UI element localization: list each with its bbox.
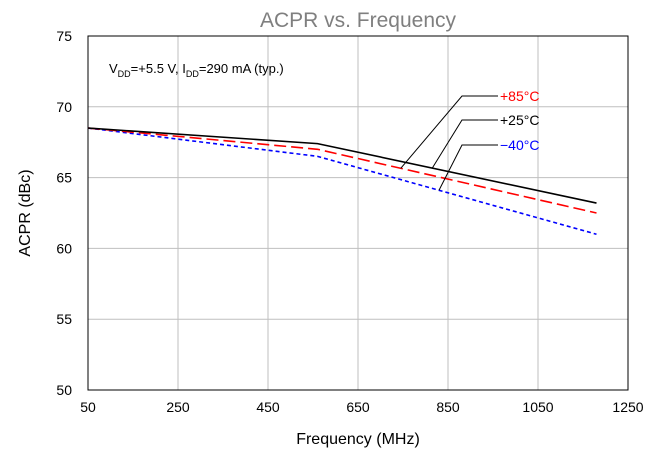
x-tick-label: 250 bbox=[166, 399, 190, 415]
series-line bbox=[87, 127, 597, 204]
annot-sub1: DD bbox=[118, 69, 131, 79]
annot-mid: =+5.5 V, I bbox=[131, 61, 186, 76]
x-tick-label: 850 bbox=[436, 399, 460, 415]
annot-suffix: =290 mA (typ.) bbox=[199, 61, 284, 76]
x-axis-label: Frequency (MHz) bbox=[296, 431, 420, 448]
legend: +85°C +25°C −40°C bbox=[400, 88, 539, 191]
y-tick-label: 50 bbox=[56, 382, 72, 398]
legend-label: +25°C bbox=[500, 112, 539, 128]
legend-label: −40°C bbox=[500, 137, 539, 153]
legend-leader-line bbox=[438, 144, 498, 191]
legend-label: +85°C bbox=[500, 88, 539, 104]
annot-sub2: DD bbox=[186, 69, 199, 79]
legend-leader-line bbox=[431, 119, 498, 169]
series-line bbox=[87, 127, 597, 214]
x-tick-label: 1250 bbox=[612, 399, 643, 415]
chart-title: ACPR vs. Frequency bbox=[260, 9, 457, 32]
annot-prefix: V bbox=[109, 61, 118, 76]
x-tick-label: 50 bbox=[80, 399, 96, 415]
y-tick-label: 65 bbox=[56, 170, 72, 186]
series-line bbox=[87, 127, 597, 236]
x-tick-label: 450 bbox=[256, 399, 280, 415]
x-tick-label: 650 bbox=[346, 399, 370, 415]
y-tick-label: 60 bbox=[56, 240, 72, 256]
bias-annotation: VDD=+5.5 V, IDD=290 mA (typ.) bbox=[109, 61, 284, 79]
y-tick-label: 70 bbox=[56, 99, 72, 115]
y-tick-label: 55 bbox=[56, 311, 72, 327]
plot-frame bbox=[87, 35, 629, 391]
y-tick-label: 75 bbox=[56, 28, 72, 44]
x-tick-label: 1050 bbox=[522, 399, 553, 415]
tick-labels: 50 250 450 650 850 1050 1250 50 55 60 65 70 75 bbox=[56, 28, 643, 415]
legend-leader-line bbox=[400, 95, 498, 169]
y-axis-label: ACPR (dBc) bbox=[17, 169, 34, 256]
series-lines bbox=[87, 127, 597, 236]
grid bbox=[87, 35, 629, 391]
